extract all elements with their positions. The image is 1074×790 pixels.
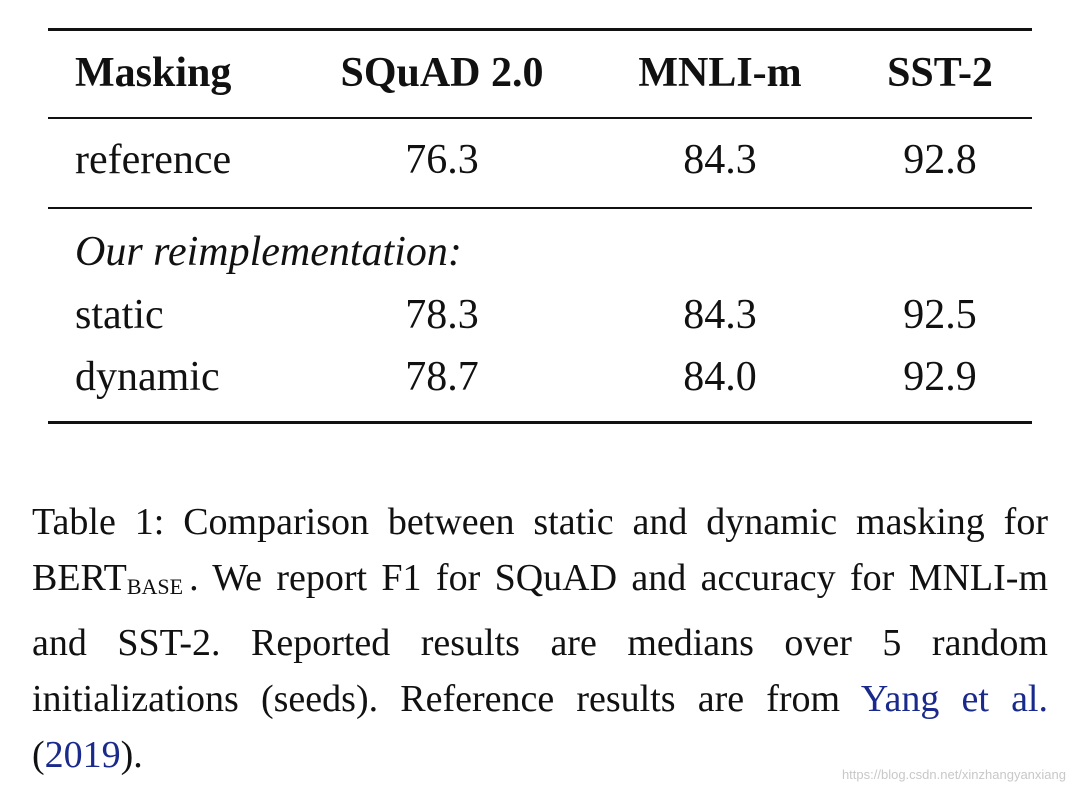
table-cell: 92.9 <box>903 354 977 400</box>
citation-link: 2019 <box>44 734 121 776</box>
caption-text: Table 1: Comparison between static and d… <box>32 501 1048 599</box>
section-label: Our reimplementation: <box>75 229 462 275</box>
table-cell: 84.3 <box>683 292 757 338</box>
column-header: SST-2 <box>887 50 993 96</box>
column-header: MNLI-m <box>638 50 802 96</box>
caption-text: . We report F1 for SQuAD and accuracy fo… <box>32 557 1048 720</box>
mid-rule <box>48 207 1032 209</box>
caption-text: ). <box>120 734 143 776</box>
table-cell: 78.7 <box>405 354 479 400</box>
caption-text: BASE <box>126 574 184 599</box>
top-rule <box>48 28 1032 31</box>
table-cell: 76.3 <box>405 137 479 183</box>
bottom-rule <box>48 421 1032 424</box>
column-header: SQuAD 2.0 <box>340 50 544 96</box>
mid-rule <box>48 117 1032 119</box>
row-label: reference <box>75 137 232 183</box>
caption: Table 1: Comparison between static and d… <box>32 494 1048 783</box>
table-cell: 92.8 <box>903 137 977 183</box>
watermark: https://blog.csdn.net/xinzhangyanxiang <box>841 767 1066 782</box>
row-label: dynamic <box>75 354 220 400</box>
column-header: Masking <box>75 50 232 96</box>
table-cell: 84.3 <box>683 137 757 183</box>
table-cell: 92.5 <box>903 292 977 338</box>
table-cell: 84.0 <box>683 354 757 400</box>
row-label: static <box>75 292 164 338</box>
citation-link: Yang et al. <box>860 678 1048 720</box>
table-cell: 78.3 <box>405 292 479 338</box>
caption-text: ( <box>32 734 45 776</box>
